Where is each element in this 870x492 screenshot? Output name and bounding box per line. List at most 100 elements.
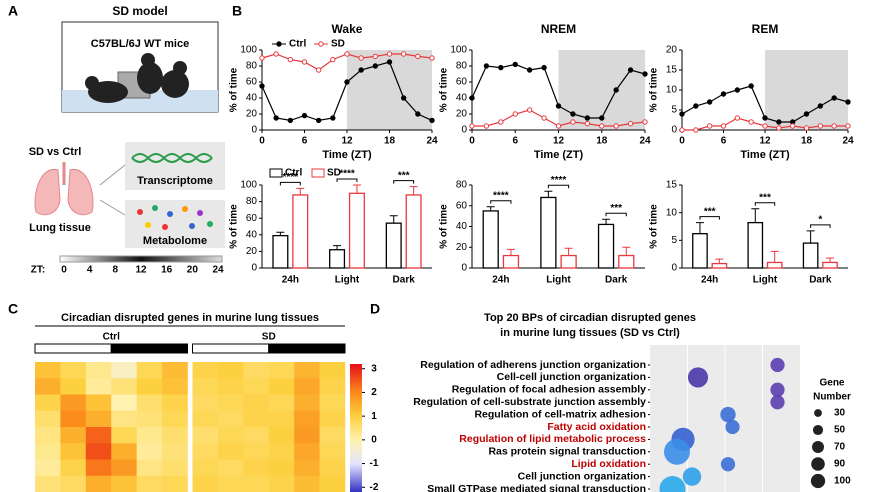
- dark-phase: [268, 343, 346, 354]
- y-tick-label: 10: [666, 85, 678, 96]
- size-legend-marker: [812, 424, 824, 436]
- point: [386, 51, 393, 57]
- point: [526, 107, 533, 113]
- error-bar: [622, 246, 631, 256]
- heat-cell: [268, 459, 295, 477]
- heat-cell: [319, 475, 346, 492]
- point: [358, 55, 364, 61]
- colorbar-step: [350, 480, 362, 483]
- light-phase: [192, 343, 270, 354]
- lungs: [34, 169, 94, 216]
- colorbar-step: [350, 482, 362, 485]
- bar: [822, 261, 838, 269]
- error-bar: [333, 245, 342, 250]
- night-shade: [765, 50, 848, 130]
- colorbar-step: [350, 422, 362, 425]
- bar: [502, 254, 520, 269]
- light-phase: [34, 343, 112, 354]
- x-tick-label: 24: [639, 136, 651, 147]
- heat-cell: [60, 410, 87, 428]
- colorbar-step: [350, 452, 362, 455]
- x-tick-label: 24: [426, 136, 438, 147]
- x-tick-label: 24h: [282, 275, 299, 286]
- point: [706, 123, 713, 129]
- point: [642, 71, 648, 77]
- heat-cell: [268, 443, 295, 460]
- heat-cell: [35, 362, 61, 379]
- y-tick-label: 40: [246, 93, 258, 104]
- colorbar-step: [350, 446, 362, 449]
- zt-tick-label: 4: [87, 265, 93, 276]
- x-tick-label: 6: [302, 136, 308, 147]
- heat-cell: [136, 427, 163, 444]
- heat-cell: [319, 427, 346, 444]
- heat-cell: [35, 459, 61, 477]
- x-tick-label: 18: [801, 136, 813, 147]
- heat-cell: [162, 410, 188, 428]
- heat-cell: [192, 410, 219, 428]
- x-tick-label: 12: [341, 136, 353, 147]
- sig-label: ***: [398, 170, 410, 181]
- x-tick-label: 6: [721, 136, 727, 147]
- colorbar-step: [350, 460, 362, 463]
- colorbar-step: [350, 470, 362, 473]
- point: [415, 111, 421, 117]
- heat-cell: [85, 410, 112, 428]
- legend-label: Ctrl: [289, 39, 306, 50]
- heat-cell: [85, 443, 112, 460]
- model-title: SD model: [112, 4, 167, 18]
- y-axis-title: % of time: [439, 67, 450, 112]
- colorbar-step: [350, 434, 362, 437]
- bar: [482, 210, 499, 269]
- chart-title: NREM: [541, 22, 576, 36]
- bubble: [770, 395, 785, 410]
- heat-cell: [319, 459, 346, 477]
- heat-cell: [294, 475, 320, 492]
- point: [259, 83, 265, 89]
- point: [541, 64, 547, 71]
- point: [273, 51, 279, 57]
- y-tick-label: 10: [666, 207, 678, 218]
- point: [386, 59, 393, 65]
- error-bar: [296, 187, 305, 195]
- heat-cell: [60, 378, 87, 395]
- colorbar-step: [350, 464, 362, 467]
- heat-cell: [85, 427, 112, 444]
- heat-cell: [136, 459, 163, 477]
- heat-cell: [217, 362, 244, 379]
- colorbar-step: [350, 478, 362, 481]
- x-tick-label: 0: [469, 136, 475, 147]
- colorbar-step: [350, 424, 362, 427]
- colorbar-step: [350, 474, 362, 477]
- legend-swatch: [311, 168, 325, 178]
- bubble: [770, 357, 785, 373]
- point: [693, 103, 699, 109]
- bar: [385, 222, 402, 269]
- point: [469, 123, 475, 129]
- y-tick-label: 60: [246, 213, 258, 224]
- group-label: SD: [262, 332, 276, 343]
- y-tick-label: 80: [456, 180, 468, 191]
- legend-marker: [276, 41, 282, 47]
- size-legend-label: 70: [834, 442, 846, 453]
- point: [642, 119, 648, 125]
- heat-cell: [268, 394, 295, 412]
- point: [526, 67, 533, 73]
- heat-cell: [268, 378, 295, 395]
- bar: [597, 223, 615, 269]
- heat-cell: [111, 378, 137, 395]
- heat-cell: [294, 362, 320, 379]
- size-legend-label: 50: [834, 425, 846, 436]
- y-tick-label: 60: [456, 200, 468, 211]
- error-bar: [389, 215, 398, 224]
- term-label: Lipid oxidation: [571, 458, 646, 470]
- zt-bar: [59, 255, 223, 263]
- colorbar-step: [350, 382, 362, 385]
- colorbar-step: [350, 366, 362, 369]
- zt-tick-label: 20: [187, 265, 199, 276]
- heat-cell: [319, 410, 346, 428]
- colorbar-step: [350, 376, 362, 379]
- point: [400, 51, 407, 57]
- error-bar: [715, 258, 724, 264]
- error-bar: [276, 231, 285, 236]
